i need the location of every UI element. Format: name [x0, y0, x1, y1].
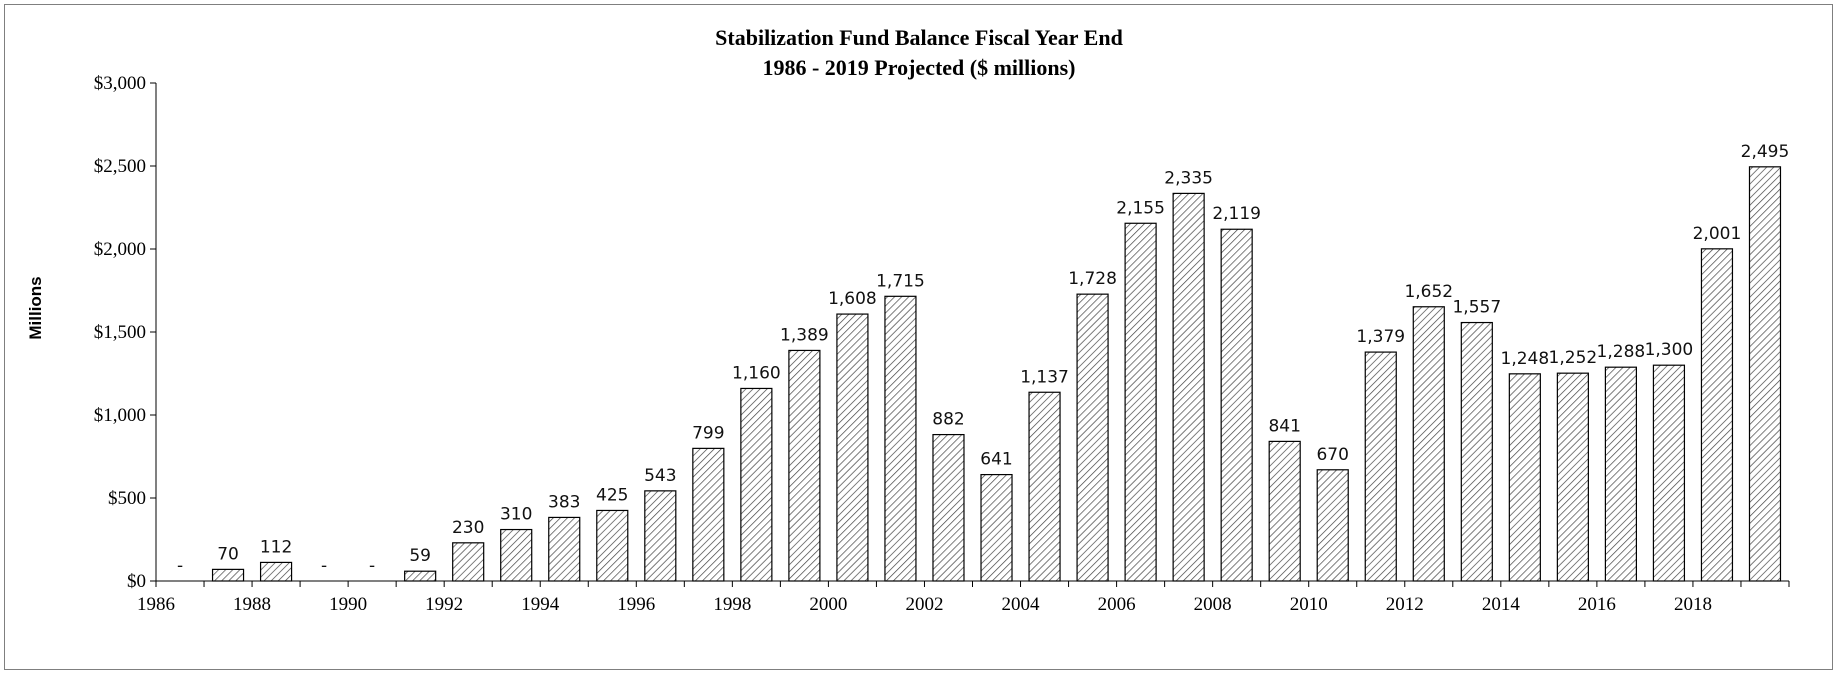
- chart-title-line-1: Stabilization Fund Balance Fiscal Year E…: [715, 25, 1123, 50]
- y-tick-label: $2,500: [94, 156, 146, 177]
- chart-frame: Stabilization Fund Balance Fiscal Year E…: [4, 4, 1833, 670]
- y-tick-label: $1,500: [94, 322, 146, 343]
- bar-1992: [452, 542, 485, 582]
- data-label-1991: 59: [409, 546, 431, 566]
- x-tick-label-2018: 2018: [1674, 594, 1712, 615]
- data-label-1996: 543: [644, 466, 676, 486]
- bar-2008: [1220, 228, 1253, 582]
- data-label-1997: 799: [692, 423, 724, 443]
- data-label-2000: 1,608: [828, 289, 877, 309]
- bar-2016: [1604, 366, 1637, 582]
- plot-area: $0$500$1,000$1,500$2,000$2,500$3,000-198…: [94, 73, 1790, 615]
- y-tick-label: $3,000: [94, 73, 146, 94]
- x-tick-label-2006: 2006: [1098, 594, 1136, 615]
- x-tick-label-1994: 1994: [521, 594, 560, 615]
- chart-svg: Stabilization Fund Balance Fiscal Year E…: [26, 25, 1790, 615]
- x-tick-label-1996: 1996: [617, 594, 655, 615]
- bar-2009: [1268, 440, 1301, 582]
- bar-2007: [1172, 192, 1205, 582]
- y-tick-label: $1,000: [94, 405, 146, 426]
- data-label-2004: 1,137: [1020, 367, 1069, 387]
- data-label-1999: 1,389: [780, 325, 829, 345]
- bar-2018: [1700, 248, 1734, 582]
- bar-2005: [1076, 293, 1109, 582]
- x-tick-label-2012: 2012: [1386, 594, 1424, 615]
- data-label-1987: 70: [217, 544, 239, 564]
- x-tick-label-2004: 2004: [1002, 594, 1041, 615]
- x-tick-label-1992: 1992: [425, 594, 463, 615]
- bar-1996: [644, 490, 677, 582]
- data-label-1990: -: [369, 556, 375, 576]
- x-tick-label-2016: 2016: [1578, 594, 1616, 615]
- data-label-1994: 383: [548, 492, 580, 512]
- data-label-2016: 1,288: [1597, 342, 1646, 362]
- y-tick-label: $500: [108, 488, 146, 509]
- bar-2001: [884, 295, 917, 582]
- bar-1993: [500, 528, 533, 582]
- bar-2017: [1652, 364, 1686, 582]
- data-label-2015: 1,252: [1549, 348, 1598, 368]
- bar-1997: [692, 447, 725, 582]
- bar-2000: [836, 313, 869, 582]
- data-label-1993: 310: [500, 505, 532, 525]
- data-label-2003: 641: [980, 450, 1012, 470]
- data-label-1989: -: [321, 556, 327, 576]
- bar-1998: [740, 387, 773, 582]
- x-tick-label-2002: 2002: [905, 594, 943, 615]
- bar-2012: [1412, 306, 1445, 582]
- bar-2003: [980, 473, 1013, 582]
- data-label-2002: 882: [932, 410, 964, 430]
- bar-2004: [1028, 391, 1061, 582]
- data-label-2017: 1,300: [1645, 340, 1694, 360]
- y-axis-label: Millions: [26, 276, 45, 339]
- data-label-2011: 1,379: [1356, 327, 1405, 347]
- data-label-1988: 112: [260, 537, 292, 557]
- bar-2015: [1556, 372, 1589, 582]
- x-tick-label-1988: 1988: [233, 594, 271, 615]
- bar-2002: [932, 433, 965, 582]
- x-tick-label-2000: 2000: [809, 594, 847, 615]
- bar-1994: [548, 516, 581, 582]
- bar-1999: [788, 349, 821, 582]
- data-label-2006: 2,155: [1116, 198, 1165, 218]
- data-label-2009: 841: [1268, 416, 1300, 436]
- bar-2019: [1748, 166, 1782, 582]
- data-label-2019: 2,495: [1741, 142, 1790, 162]
- bar-1991: [404, 570, 437, 582]
- data-label-1998: 1,160: [732, 363, 781, 383]
- data-label-2005: 1,728: [1068, 269, 1117, 289]
- y-tick-label: $0: [127, 571, 146, 592]
- x-tick-label-1990: 1990: [329, 594, 367, 615]
- bar-2011: [1364, 351, 1397, 582]
- data-label-2010: 670: [1316, 445, 1348, 465]
- bar-2010: [1316, 469, 1349, 582]
- data-label-2014: 1,248: [1501, 349, 1550, 369]
- bar-2006: [1124, 222, 1157, 582]
- data-label-1995: 425: [596, 485, 628, 505]
- chart-title-line-2: 1986 - 2019 Projected ($ millions): [762, 55, 1075, 80]
- data-label-1986: -: [177, 556, 183, 576]
- bar-1995: [596, 509, 629, 582]
- data-label-1992: 230: [452, 518, 484, 538]
- x-tick-label-1998: 1998: [713, 594, 751, 615]
- data-label-2018: 2,001: [1693, 224, 1742, 244]
- x-tick-label-1986: 1986: [137, 594, 175, 615]
- x-tick-label-2008: 2008: [1194, 594, 1232, 615]
- data-label-2012: 1,652: [1404, 282, 1453, 302]
- bar-1987: [211, 568, 245, 582]
- x-tick-label-2010: 2010: [1290, 594, 1328, 615]
- x-tick-label-2014: 2014: [1482, 594, 1521, 615]
- bar-2014: [1508, 373, 1541, 582]
- data-label-2001: 1,715: [876, 271, 925, 291]
- y-tick-label: $2,000: [94, 239, 146, 260]
- data-label-2013: 1,557: [1452, 298, 1501, 318]
- data-label-2008: 2,119: [1212, 204, 1261, 224]
- bar-1988: [259, 561, 293, 582]
- data-label-2007: 2,335: [1164, 168, 1213, 188]
- bar-2013: [1460, 321, 1493, 582]
